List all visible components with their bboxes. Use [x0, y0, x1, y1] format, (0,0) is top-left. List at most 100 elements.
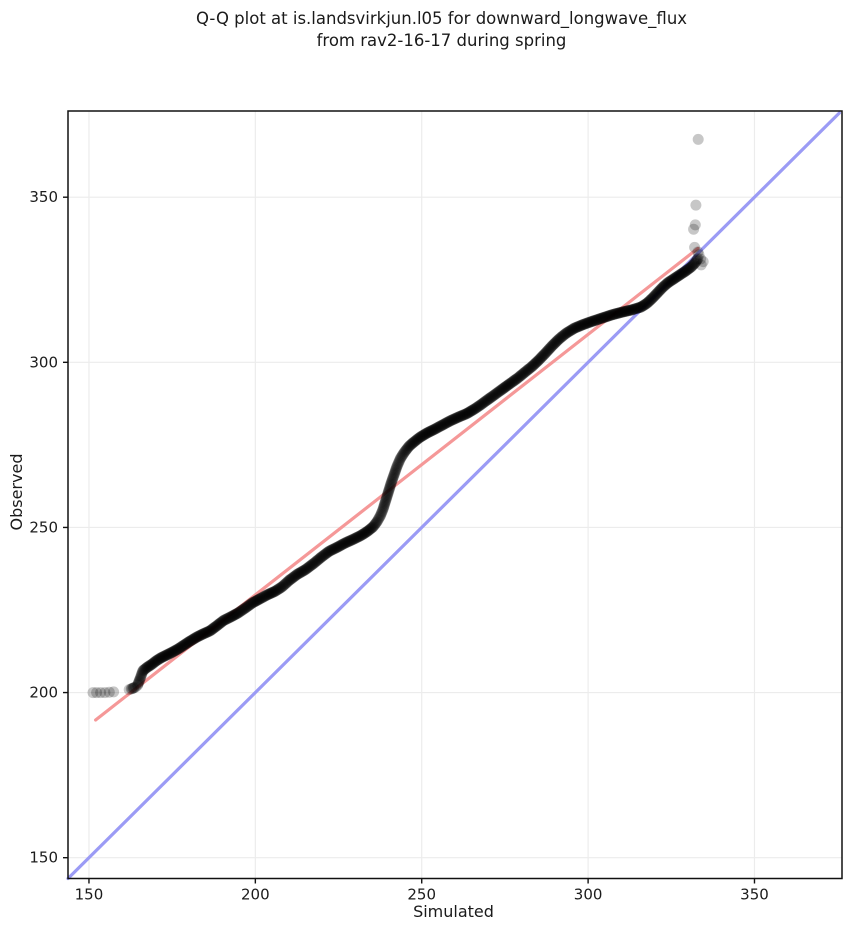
scatter-point: [250, 595, 262, 607]
scatter-point: [283, 574, 295, 586]
scatter-point: [418, 429, 430, 441]
scatter-point: [519, 366, 531, 378]
scatter-point: [366, 522, 378, 534]
scatter-point: [548, 338, 560, 350]
scatter-point: [216, 616, 228, 628]
scatter-point: [359, 527, 370, 539]
scatter-point: [315, 551, 327, 563]
scatter-point: [244, 599, 256, 611]
scatter-point: [685, 261, 697, 273]
scatter-point: [370, 517, 382, 529]
scatter-point: [521, 364, 533, 376]
scatter-point: [466, 405, 478, 417]
scatter-point: [425, 425, 437, 437]
scatter-point: [509, 374, 521, 386]
scatter-point: [345, 534, 357, 546]
scatter-point: [241, 601, 253, 613]
scatter-point: [448, 413, 460, 425]
scatter-point: [384, 482, 396, 494]
scatter-point: [410, 435, 422, 447]
scatter-point: [195, 629, 207, 641]
scatter-point: [174, 642, 186, 654]
scatter-point: [691, 255, 703, 267]
scatter-point: [363, 524, 375, 536]
scatter-point: [534, 353, 545, 365]
scatter-point: [602, 310, 614, 322]
scatter-point: [192, 630, 204, 642]
scatter-point: [697, 256, 709, 268]
scatter-point: [103, 686, 115, 698]
scatter-point: [414, 431, 426, 443]
scatter-point: [439, 418, 450, 430]
scatter-point: [146, 658, 158, 670]
scatter-point: [692, 246, 704, 258]
scatter-point: [596, 312, 608, 324]
scatter-point: [324, 545, 336, 557]
scatter-point: [341, 536, 353, 548]
scatter-point: [458, 409, 470, 421]
scatter-point: [378, 501, 390, 512]
scatter-point: [383, 485, 395, 497]
scatter-point: [144, 660, 155, 672]
scatter-point: [173, 643, 185, 654]
scatter-point: [274, 582, 286, 594]
scatter-point: [547, 339, 559, 351]
scatter-point: [343, 535, 355, 547]
scatter-point: [608, 308, 619, 320]
scatter-point: [191, 631, 203, 643]
scatter-point: [584, 316, 596, 328]
scatter-point: [169, 645, 181, 657]
scatter-point: [516, 369, 528, 381]
scatter-point: [502, 379, 514, 391]
scatter-point: [253, 593, 265, 605]
scatter-point: [467, 404, 479, 416]
scatter-point: [655, 284, 667, 295]
scatter-point: [172, 643, 183, 655]
scatter-point: [592, 314, 604, 325]
scatter-point: [665, 275, 677, 286]
scatter-point: [551, 335, 563, 347]
scatter-point: [220, 613, 232, 625]
scatter-point: [99, 687, 111, 699]
scatter-point: [588, 315, 599, 327]
scatter-point: [385, 478, 397, 490]
scatter-point: [288, 571, 300, 582]
scatter-point: [319, 549, 331, 560]
scatter-point: [225, 611, 237, 623]
scatter-point: [142, 661, 153, 673]
scatter-point: [593, 313, 604, 325]
scatter-point: [231, 607, 243, 619]
scatter-point: [159, 650, 171, 662]
scatter-point: [230, 608, 242, 620]
scatter-point: [135, 671, 147, 683]
scatter-point: [663, 276, 675, 288]
scatter-point: [392, 458, 404, 469]
scatter-point: [531, 356, 543, 368]
scatter-point: [664, 275, 676, 287]
scatter-point: [140, 662, 152, 674]
scatter-point: [213, 618, 225, 630]
scatter-point: [354, 530, 366, 542]
scatter-point: [352, 531, 364, 543]
scatter-point: [357, 529, 368, 540]
scatter-point: [203, 625, 215, 637]
scatter-point: [380, 494, 392, 506]
scatter-point: [320, 547, 332, 559]
scatter-point: [492, 386, 504, 398]
scatter-point: [562, 326, 574, 338]
scatter-point: [593, 313, 605, 325]
scatter-point: [406, 437, 418, 449]
scatter-point: [380, 493, 392, 505]
scatter-point: [428, 424, 440, 436]
scatter-point: [671, 271, 683, 283]
scatter-point: [528, 358, 540, 370]
scatter-point: [251, 594, 263, 606]
scatter-point: [151, 654, 163, 666]
scatter-point: [501, 380, 513, 392]
scatter-point: [242, 600, 254, 612]
scatter-point: [468, 403, 480, 415]
scatter-point: [410, 434, 422, 446]
scatter-point: [135, 670, 147, 682]
scatter-point: [211, 620, 223, 632]
scatter-point: [586, 315, 598, 327]
